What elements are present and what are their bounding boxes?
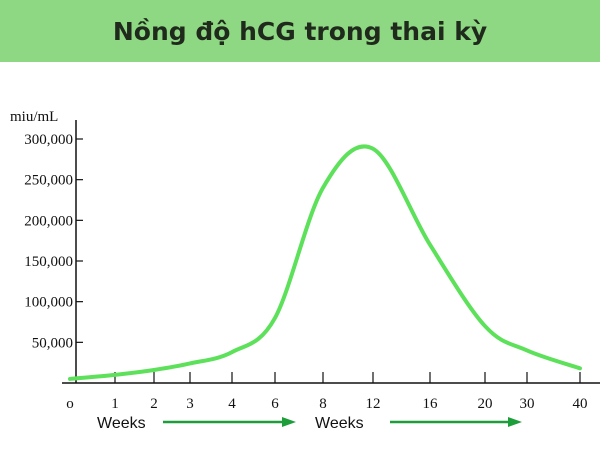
x-tick-label: 40 <box>573 396 588 412</box>
x-tick-label: 3 <box>186 396 194 412</box>
x-tick-label: 4 <box>228 396 236 412</box>
y-tick-label: 250,000 <box>24 173 73 189</box>
weeks-caption-right: Weeks <box>315 415 364 432</box>
x-tick-label: 1 <box>111 396 119 412</box>
y-tick-label: 200,000 <box>24 213 73 229</box>
hcg-series-line <box>68 144 582 381</box>
hcg-line-chart: miu/mL 50,000 100,000 150,000 200,000 250,000… <box>10 109 600 432</box>
chart-area: miu/mL 50,000 100,000 150,000 200,000 250,000… <box>0 62 600 450</box>
x-tick-label: 16 <box>423 396 439 412</box>
x-tick-label: 2 <box>150 396 158 412</box>
x-tick-label: 8 <box>319 396 327 412</box>
title-banner: Nồng độ hCG trong thai kỳ <box>0 0 600 62</box>
x-tick-label: 30 <box>520 396 535 412</box>
arrow-right-head <box>508 417 522 427</box>
weeks-caption-left: Weeks <box>97 415 146 432</box>
arrow-left-head <box>282 417 296 427</box>
x-tick-label: 20 <box>478 396 493 412</box>
x-tick-label: o <box>66 396 74 412</box>
y-tick-label: 50,000 <box>32 335 73 351</box>
x-tick-label: 6 <box>271 396 279 412</box>
y-axis-unit-label: miu/mL <box>10 109 58 125</box>
y-tick-label: 300,000 <box>24 132 73 148</box>
x-tick-label: 12 <box>366 396 381 412</box>
y-tick-label: 100,000 <box>24 295 73 311</box>
y-tick-label: 150,000 <box>24 254 73 270</box>
chart-title: Nồng độ hCG trong thai kỳ <box>112 16 488 46</box>
